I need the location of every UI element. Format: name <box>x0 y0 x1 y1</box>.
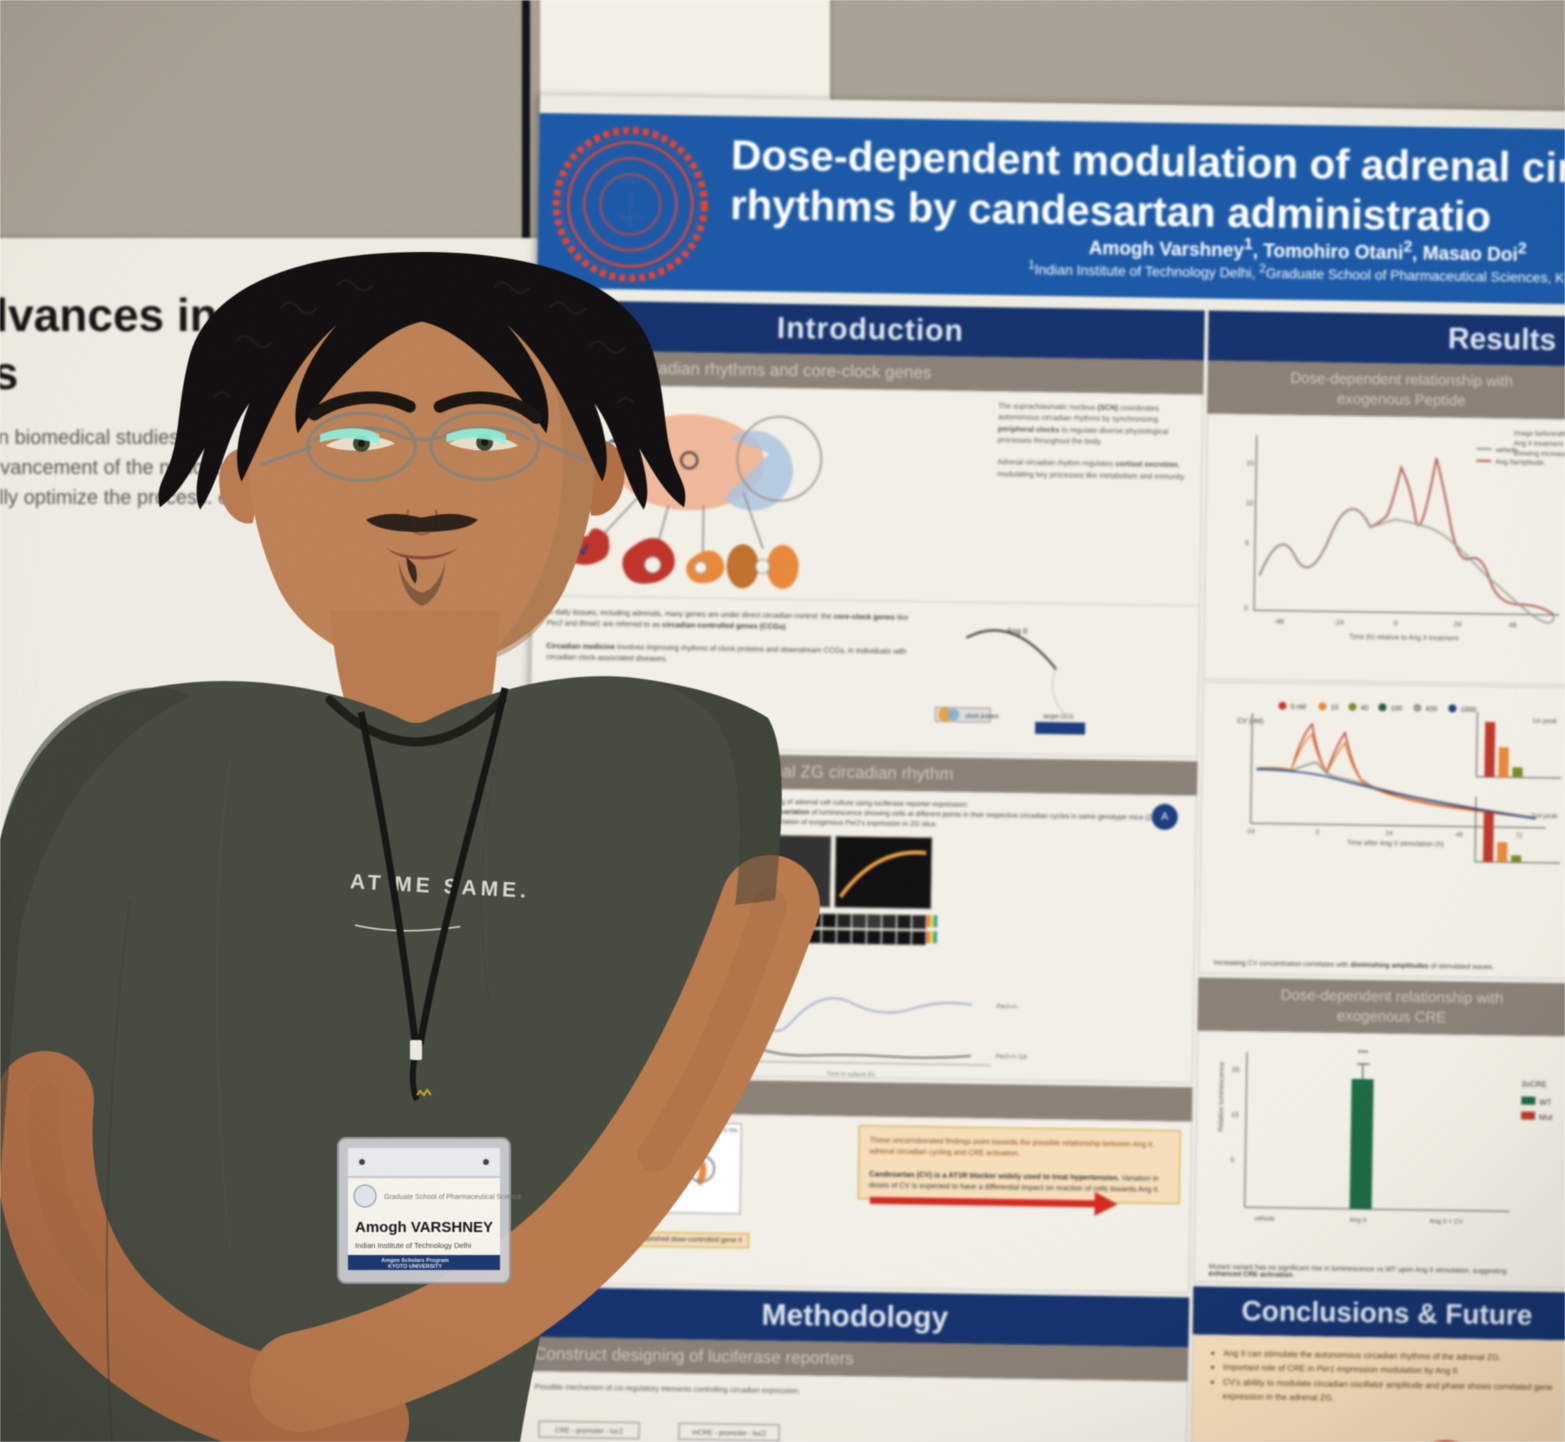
svg-text:Graduate School of Pharmaceuti: Graduate School of Pharmaceutical Scienc… <box>384 1194 521 1201</box>
svg-text:Amogh VARSHNEY: Amogh VARSHNEY <box>355 1219 493 1236</box>
svg-text:KYOTO UNIVERSITY: KYOTO UNIVERSITY <box>388 1264 442 1270</box>
svg-text:Indian Institute of Technology: Indian Institute of Technology Delhi <box>355 1241 472 1250</box>
